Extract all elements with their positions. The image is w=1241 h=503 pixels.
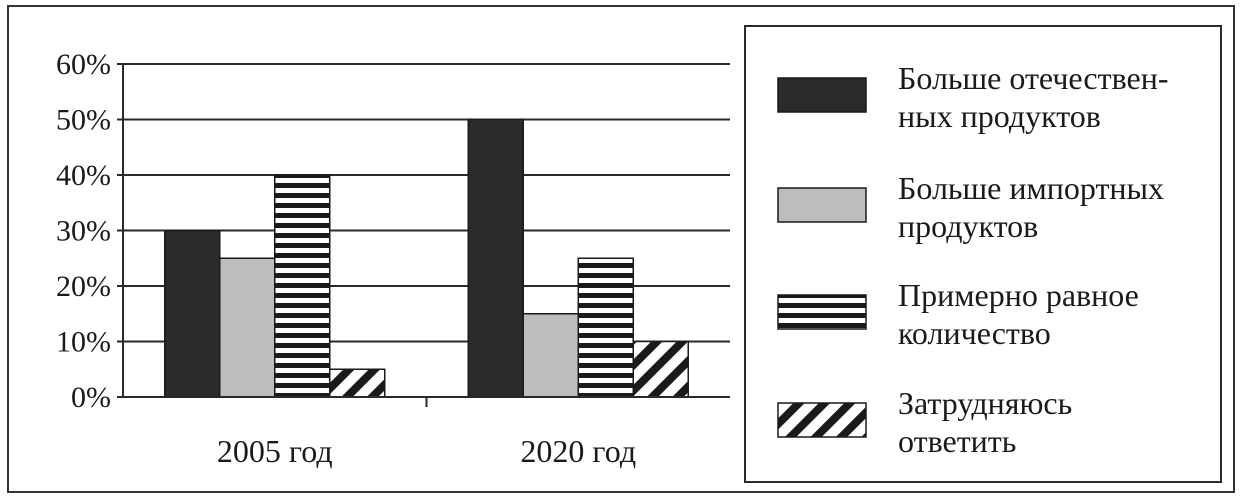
y-tick-label: 10% [56, 326, 111, 359]
legend-swatch-0 [777, 77, 867, 113]
bars [164, 118, 689, 398]
y-tick-label: 20% [56, 270, 111, 303]
y-tick-label: 30% [56, 215, 111, 248]
x-tick-label: 2005 год [217, 433, 333, 469]
bar-1-1 [522, 313, 579, 398]
bar-0-3 [329, 368, 386, 398]
legend-label-1: Больше импортных [898, 170, 1164, 206]
y-tick-label: 0% [71, 381, 111, 414]
axes: 0% 10% 20% 30% 40% 50% 60% 2005 год 2020 год [56, 48, 730, 469]
bar-1-3 [632, 340, 689, 398]
legend-label-0: ных продуктов [898, 98, 1101, 134]
legend-swatch-2 [777, 294, 867, 330]
legend-label-0: Больше отечествен- [898, 60, 1169, 96]
y-tick-label: 50% [56, 104, 111, 137]
legend-label-2: количество [898, 315, 1051, 351]
legend-label-3: Затрудняюсь [898, 385, 1072, 421]
legend: Больше отечествен-ных продуктов Больше им… [744, 25, 1222, 483]
bar-1-0 [467, 118, 524, 398]
legend-swatch-3 [777, 402, 867, 438]
bar-0-2 [274, 174, 331, 398]
bar-0-0 [164, 229, 221, 398]
legend-swatch-1 [777, 187, 867, 223]
x-tick-label: 2020 год [520, 433, 636, 469]
legend-label-3: ответить [898, 423, 1016, 459]
y-tick-label: 60% [56, 48, 111, 81]
bar-1-2 [577, 257, 634, 398]
bar-0-1 [219, 257, 276, 398]
legend-label-2: Примерно равное [898, 277, 1139, 313]
y-tick-label: 40% [56, 159, 111, 192]
legend-label-1: продуктов [898, 208, 1038, 244]
